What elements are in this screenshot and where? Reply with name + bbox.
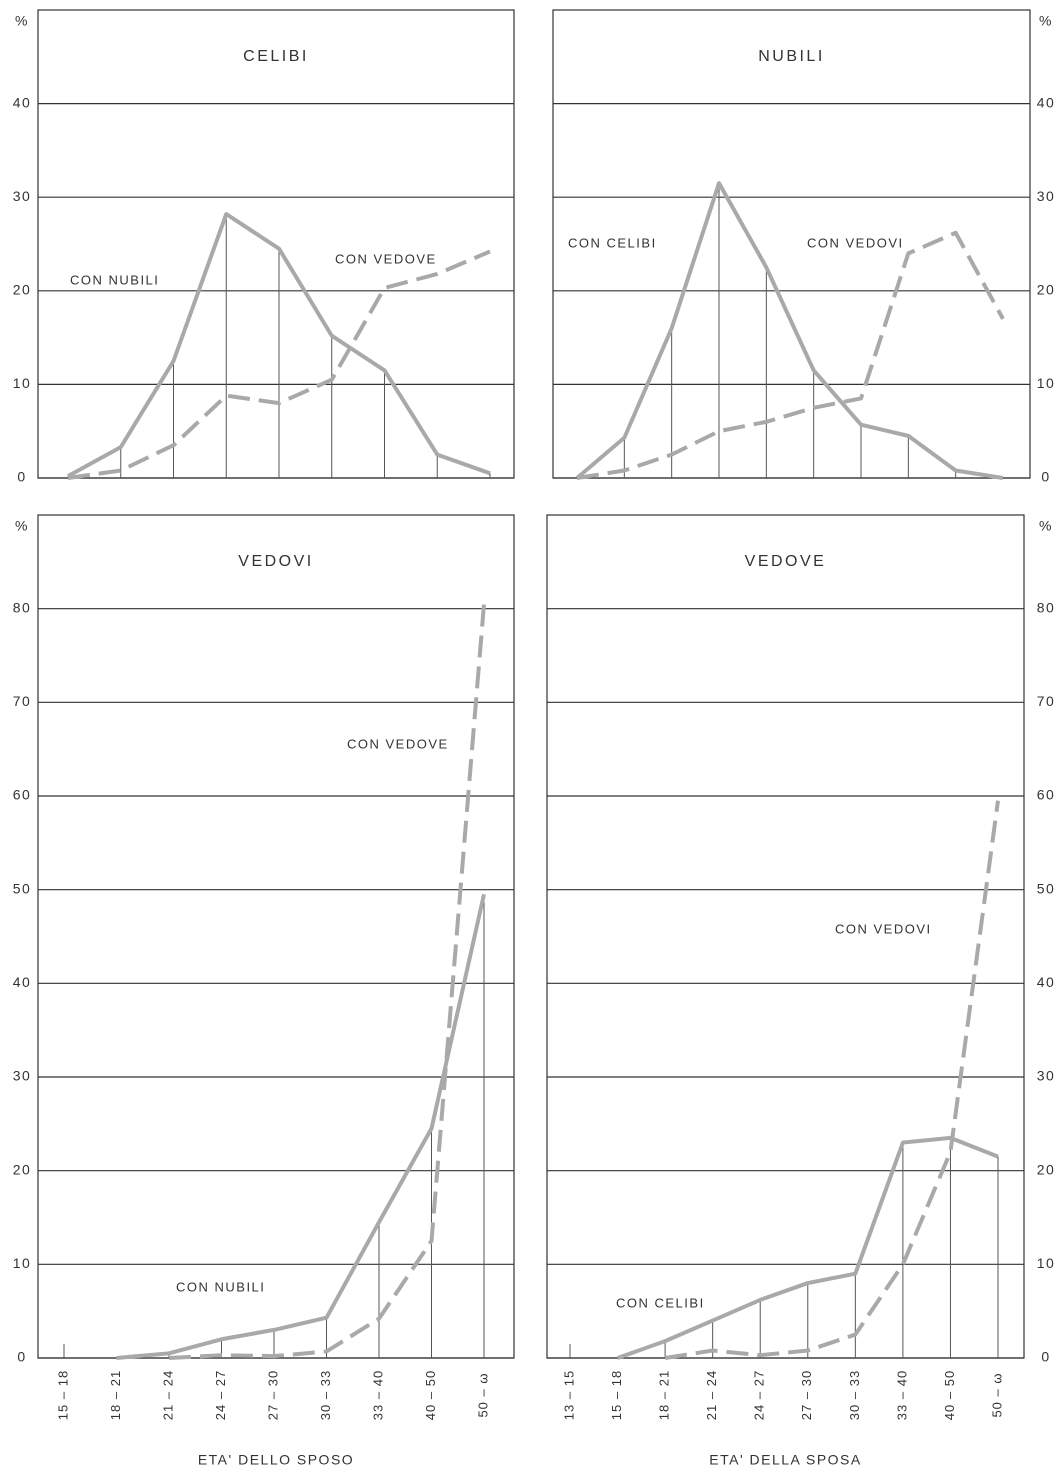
x-tick-label: 15 – 18 bbox=[55, 1370, 70, 1420]
plot-frame bbox=[37, 514, 515, 1359]
y-tick-label: 60 bbox=[1037, 787, 1056, 803]
y-tick-label: 0 bbox=[1041, 469, 1050, 485]
y-tick-label: 20 bbox=[13, 1161, 32, 1177]
series-line bbox=[664, 800, 1000, 1360]
x-tick-label: 24 – 27 bbox=[213, 1370, 228, 1420]
y-tick-label: 30 bbox=[1037, 1068, 1056, 1084]
y-tick-label: 10 bbox=[1037, 1255, 1056, 1271]
y-tick-label: 70 bbox=[13, 693, 32, 709]
x-tick-label: 21 – 24 bbox=[160, 1370, 175, 1420]
series-line bbox=[575, 181, 1004, 480]
x-tick-label: 15 – 18 bbox=[609, 1370, 624, 1420]
x-tick-label: 30 – 33 bbox=[847, 1370, 862, 1420]
series-line bbox=[67, 212, 491, 478]
y-tick-label: 40 bbox=[1037, 974, 1056, 990]
series-label: CON VEDOVI bbox=[835, 921, 932, 936]
chart-title: NUBILI bbox=[758, 48, 825, 65]
x-tick-label: 50 – ω bbox=[475, 1372, 490, 1417]
x-axis-label: ETA' DELLO SPOSO bbox=[198, 1452, 354, 1468]
series-label: CON VEDOVE bbox=[347, 736, 449, 751]
y-tick-label: 20 bbox=[1037, 282, 1056, 298]
chart-title: VEDOVE bbox=[745, 553, 827, 570]
y-tick-label: 50 bbox=[1037, 880, 1056, 896]
x-tick-label: 13 – 15 bbox=[561, 1370, 576, 1420]
y-tick-label: 20 bbox=[1037, 1161, 1056, 1177]
series-line bbox=[576, 230, 1005, 480]
x-tick-label: 50 – ω bbox=[989, 1372, 1004, 1417]
y-tick-label: 50 bbox=[13, 880, 32, 896]
y-tick-label: 10 bbox=[13, 375, 32, 391]
chart-title: CELIBI bbox=[243, 48, 309, 65]
x-tick-label: 33 – 40 bbox=[370, 1370, 385, 1420]
series-line bbox=[616, 1135, 999, 1360]
series-label: CON NUBILI bbox=[176, 1279, 265, 1294]
y-tick-label: 40 bbox=[1037, 94, 1056, 110]
plot-frame bbox=[37, 9, 515, 479]
y-tick-label: 80 bbox=[1037, 599, 1056, 615]
x-tick-label: 18 – 21 bbox=[657, 1370, 672, 1420]
series-line bbox=[168, 603, 486, 1360]
chart-title: VEDOVI bbox=[238, 553, 313, 570]
x-tick-label: 40 – 50 bbox=[942, 1370, 957, 1420]
y-tick-label: 40 bbox=[13, 94, 32, 110]
plot-frame bbox=[546, 514, 1025, 1359]
series-label: CON CELIBI bbox=[568, 235, 657, 250]
y-tick-label: 10 bbox=[13, 1255, 32, 1271]
x-tick-label: 27 – 30 bbox=[799, 1370, 814, 1420]
y-tick-label: 0 bbox=[17, 1349, 26, 1365]
x-tick-label: 33 – 40 bbox=[894, 1370, 909, 1420]
series-label: CON VEDOVI bbox=[807, 235, 904, 250]
y-tick-label: 70 bbox=[1037, 693, 1056, 709]
x-tick-label: 27 – 30 bbox=[265, 1370, 280, 1420]
y-axis-label: % bbox=[1039, 13, 1053, 29]
series-label: CON CELIBI bbox=[616, 1295, 705, 1310]
series-line bbox=[116, 893, 486, 1360]
series-line bbox=[67, 249, 491, 480]
y-tick-label: 60 bbox=[13, 787, 32, 803]
y-tick-label: 30 bbox=[13, 188, 32, 204]
y-axis-label: % bbox=[15, 518, 29, 534]
x-tick-label: 21 – 24 bbox=[704, 1370, 719, 1420]
y-tick-label: 0 bbox=[1041, 1349, 1050, 1365]
y-tick-label: 80 bbox=[13, 599, 32, 615]
x-axis-label: ETA' DELLA SPOSA bbox=[709, 1452, 861, 1468]
y-tick-label: 40 bbox=[13, 974, 32, 990]
x-tick-label: 18 – 21 bbox=[108, 1370, 123, 1420]
y-tick-label: 10 bbox=[1037, 375, 1056, 391]
y-axis-label: % bbox=[15, 13, 29, 29]
x-tick-label: 30 – 33 bbox=[318, 1370, 333, 1420]
series-label: CON NUBILI bbox=[70, 272, 159, 287]
series-label: CON VEDOVE bbox=[335, 251, 437, 266]
x-tick-label: 40 – 50 bbox=[423, 1370, 438, 1420]
y-axis-label: % bbox=[1039, 518, 1053, 534]
y-tick-label: 30 bbox=[1037, 188, 1056, 204]
y-tick-label: 0 bbox=[17, 469, 26, 485]
y-tick-label: 20 bbox=[13, 282, 32, 298]
x-tick-label: 24 – 27 bbox=[752, 1370, 767, 1420]
y-tick-label: 30 bbox=[13, 1068, 32, 1084]
